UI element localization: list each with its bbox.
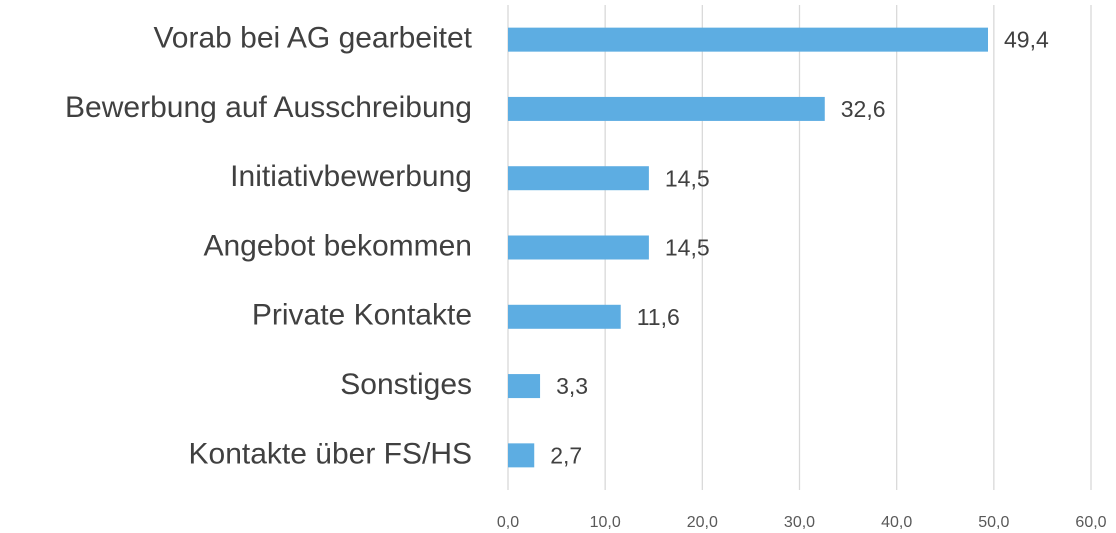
y-tick-label: Initiativbewerbung bbox=[230, 160, 472, 193]
x-tick-label: 60,0 bbox=[1075, 514, 1106, 531]
x-tick-label: 30,0 bbox=[784, 514, 815, 531]
x-tick-label: 10,0 bbox=[590, 514, 621, 531]
data-label: 14,5 bbox=[665, 165, 710, 191]
data-label: 11,6 bbox=[637, 304, 680, 330]
y-tick-label: Angebot bekommen bbox=[203, 229, 472, 262]
data-label: 2,7 bbox=[550, 442, 582, 468]
bar bbox=[508, 304, 621, 329]
x-tick-label: 40,0 bbox=[881, 514, 912, 531]
y-tick-label: Sonstiges bbox=[340, 368, 472, 401]
y-tick-label: Kontakte über FS/HS bbox=[189, 437, 472, 470]
y-tick-label: Vorab bei AG gearbeitet bbox=[153, 22, 472, 55]
data-label: 3,3 bbox=[556, 373, 588, 399]
x-tick-label: 50,0 bbox=[978, 514, 1009, 531]
data-label: 49,4 bbox=[1004, 27, 1049, 53]
bar bbox=[508, 27, 989, 52]
data-label: 14,5 bbox=[665, 235, 710, 261]
bar bbox=[508, 443, 535, 468]
y-tick-label: Private Kontakte bbox=[252, 299, 472, 332]
y-tick-label: Bewerbung auf Ausschreibung bbox=[65, 91, 472, 124]
bar bbox=[508, 235, 649, 260]
data-label: 32,6 bbox=[841, 96, 886, 122]
bar bbox=[508, 166, 649, 191]
bar bbox=[508, 96, 825, 121]
x-tick-label: 20,0 bbox=[687, 514, 718, 531]
x-tick-label: 0,0 bbox=[497, 514, 519, 531]
bar bbox=[508, 374, 541, 399]
